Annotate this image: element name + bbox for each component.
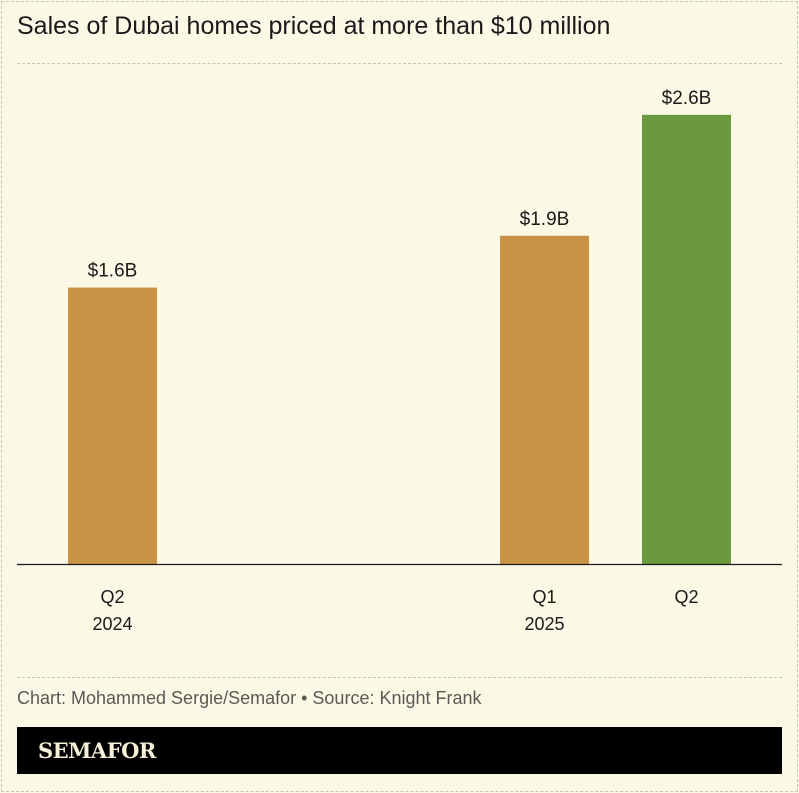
x-tick-quarter-0: Q2 [100,587,124,607]
logo-text: SEMAFOR [38,738,156,763]
chart-title: Sales of Dubai homes priced at more than… [17,12,611,40]
bar-0 [68,287,157,564]
top-divider [17,63,782,64]
data-label-0: $1.6B [88,261,138,282]
data-label-2: $2.6B [662,88,712,109]
bar-2 [642,114,731,565]
chart-credit: Chart: Mohammed Sergie/Semafor • Source:… [17,688,482,708]
bar-1 [500,235,589,565]
bar-chart: $1.6B Q2 2024 $1.9B Q1 2025 $2.6B Q2 [17,88,782,634]
x-tick-year-1: 2025 [524,614,564,634]
x-tick-quarter-2: Q2 [674,587,698,607]
bottom-divider [17,677,782,678]
x-tick-year-0: 2024 [92,614,132,634]
semafor-logo: SEMAFOR [17,727,782,774]
data-label-1: $1.9B [520,209,570,230]
x-tick-quarter-1: Q1 [532,587,556,607]
